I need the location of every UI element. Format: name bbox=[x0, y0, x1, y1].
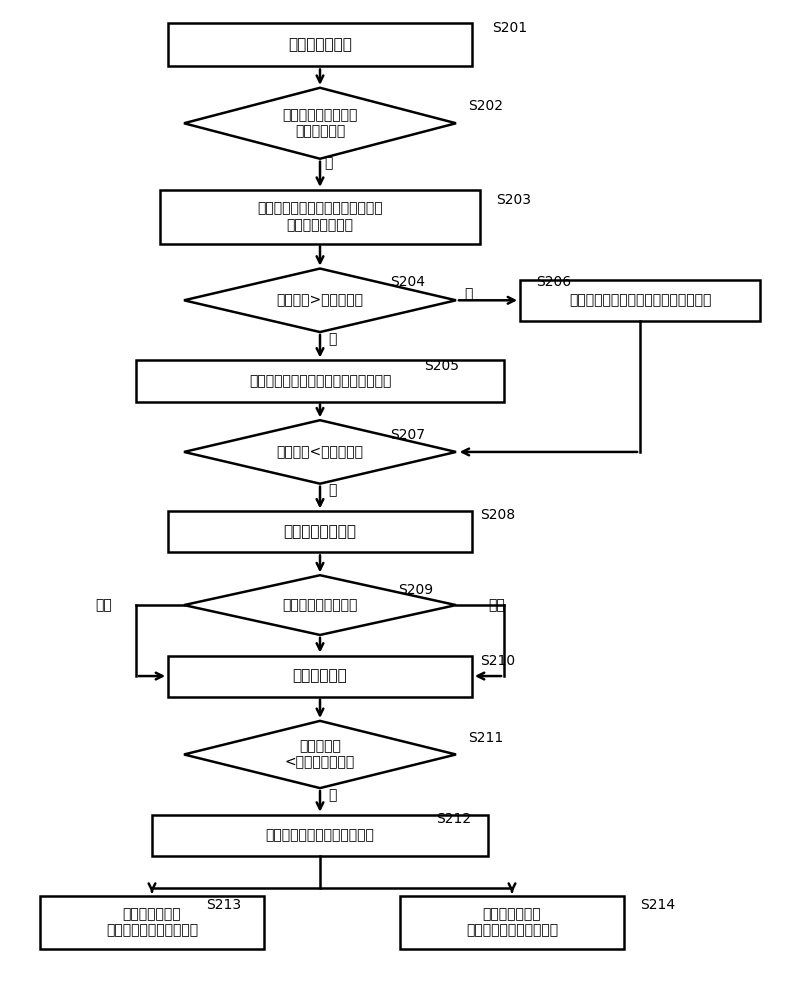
Bar bbox=[168, 656, 472, 697]
Text: 是: 是 bbox=[464, 287, 472, 301]
Text: S210: S210 bbox=[480, 654, 515, 668]
Text: 称量结果异常，
将物料投放到销料投放位: 称量结果异常， 将物料投放到销料投放位 bbox=[466, 908, 558, 938]
Bar bbox=[168, 23, 472, 66]
Text: 称量检测值
<预备停止移出值: 称量检测值 <预备停止移出值 bbox=[285, 740, 355, 770]
Text: 称量结果正常，
将物料投放到原料投放位: 称量结果正常， 将物料投放到原料投放位 bbox=[106, 908, 198, 938]
Text: 延时预定时间后停止移出物料: 延时预定时间后停止移出物料 bbox=[266, 828, 374, 842]
Text: 判定设定物料添加值
是否在量程内: 判定设定物料添加值 是否在量程内 bbox=[282, 108, 358, 138]
Text: 计算设定物料添加值减去称量检测
值之间的称量差值: 计算设定物料添加值减去称量检测 值之间的称量差值 bbox=[257, 201, 383, 232]
Text: S202: S202 bbox=[468, 99, 503, 113]
Polygon shape bbox=[184, 88, 456, 159]
Text: S203: S203 bbox=[496, 193, 531, 207]
Text: 高位料仓振动停止: 高位料仓振动停止 bbox=[283, 525, 357, 540]
Polygon shape bbox=[184, 420, 456, 483]
Text: 高位料仓强振，以较高的速度添加物料: 高位料仓强振，以较高的速度添加物料 bbox=[569, 293, 711, 307]
Bar bbox=[400, 896, 624, 950]
Polygon shape bbox=[184, 268, 456, 332]
Bar bbox=[136, 360, 504, 401]
Bar bbox=[520, 279, 760, 321]
Polygon shape bbox=[184, 721, 456, 788]
Bar bbox=[168, 512, 472, 553]
Text: S204: S204 bbox=[390, 275, 426, 289]
Text: S214: S214 bbox=[640, 898, 675, 912]
Text: S209: S209 bbox=[398, 584, 434, 598]
Text: 是: 是 bbox=[328, 789, 336, 803]
Text: 高位料仓弱振，以较低的速度添加物料: 高位料仓弱振，以较低的速度添加物料 bbox=[249, 374, 391, 388]
Text: 正常: 正常 bbox=[96, 598, 112, 612]
Text: 称量差值<预设落差值: 称量差值<预设落差值 bbox=[277, 444, 363, 458]
Text: 异常: 异常 bbox=[488, 598, 505, 612]
Polygon shape bbox=[184, 576, 456, 635]
Text: 向外移出物料: 向外移出物料 bbox=[293, 669, 347, 684]
Text: S206: S206 bbox=[536, 275, 571, 289]
Text: S201: S201 bbox=[492, 21, 527, 35]
Bar bbox=[152, 815, 488, 856]
Bar bbox=[160, 190, 480, 243]
Text: S213: S213 bbox=[206, 898, 242, 912]
Text: 否: 否 bbox=[328, 331, 336, 345]
Text: S212: S212 bbox=[436, 812, 471, 826]
Text: 是: 是 bbox=[324, 156, 332, 170]
Text: S211: S211 bbox=[468, 731, 503, 745]
Bar bbox=[40, 896, 264, 950]
Text: 设定物料添加值: 设定物料添加值 bbox=[288, 37, 352, 52]
Text: 称量差值>预设弱振值: 称量差值>预设弱振值 bbox=[277, 293, 363, 307]
Text: S207: S207 bbox=[390, 427, 426, 441]
Text: S208: S208 bbox=[480, 509, 515, 523]
Text: 是: 是 bbox=[328, 483, 336, 497]
Text: S205: S205 bbox=[424, 359, 459, 373]
Text: 延时后判定称量结果: 延时后判定称量结果 bbox=[282, 598, 358, 612]
